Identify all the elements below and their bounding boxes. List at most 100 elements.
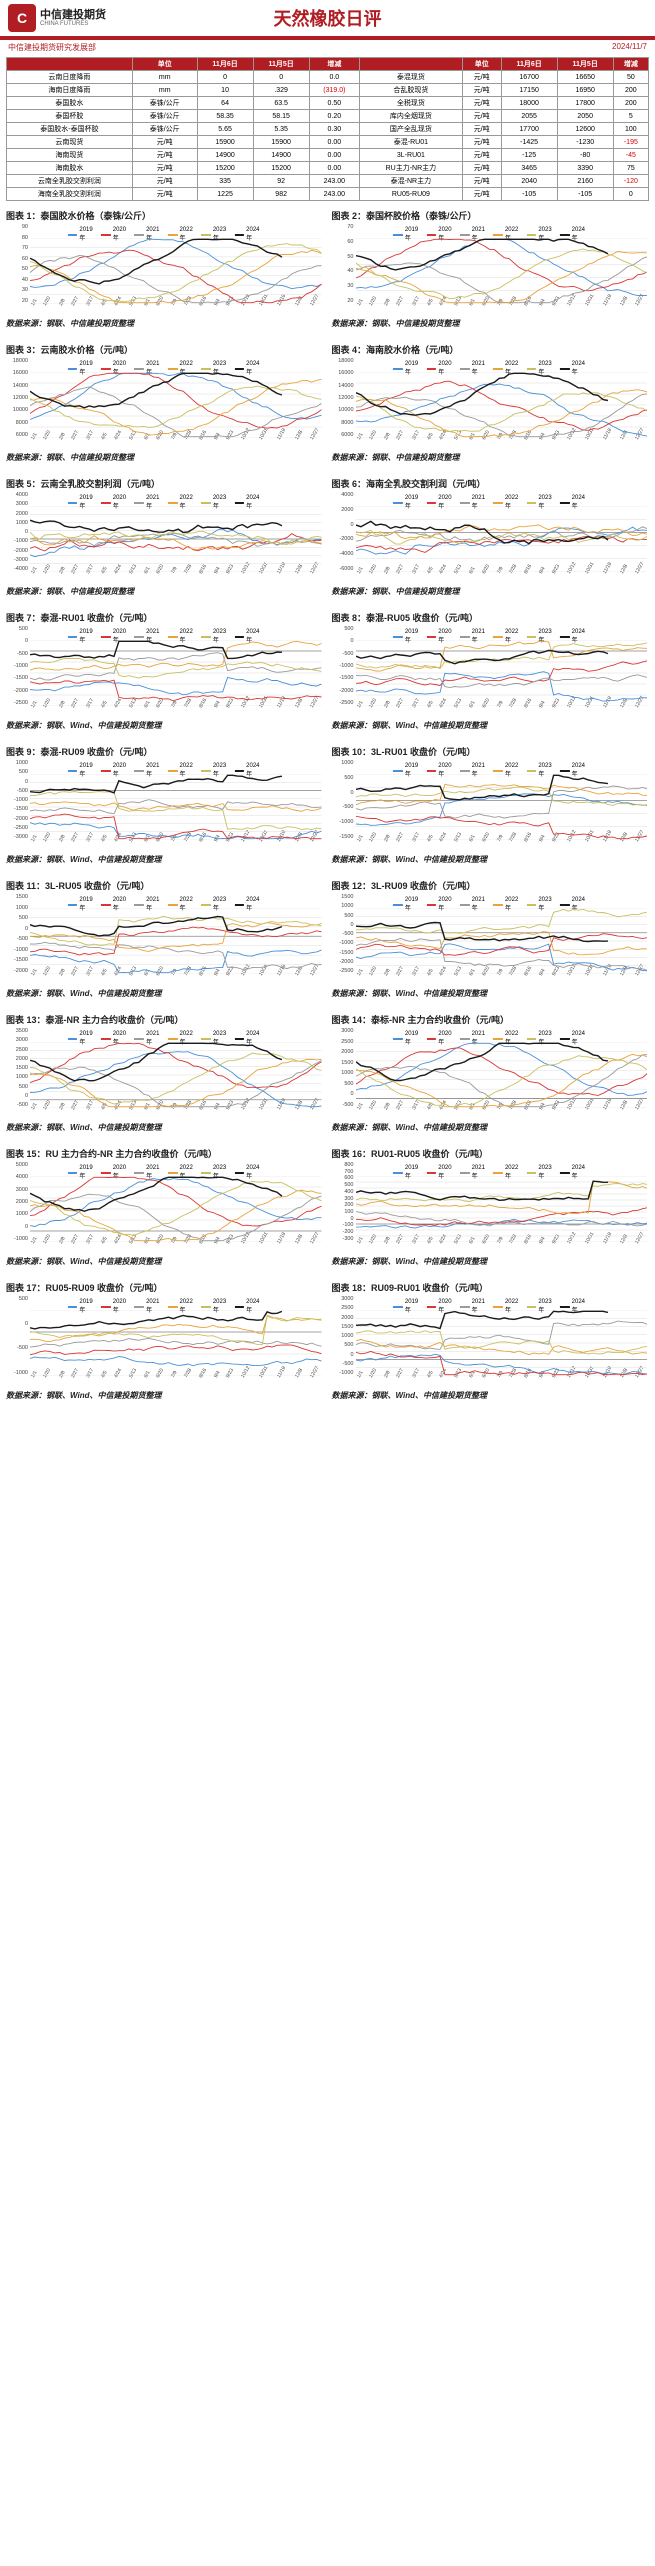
table-cell: .329 bbox=[253, 84, 309, 97]
plot-area bbox=[30, 1042, 322, 1108]
table-cell: 国产全乱现货 bbox=[359, 123, 462, 136]
chart-source: 数据来源：钢联、Wind、中信建投期货整理 bbox=[332, 852, 650, 871]
table-cell: 海南日度降雨 bbox=[7, 84, 133, 97]
x-axis-labels: 1/11/202/82/273/174/54/245/136/16/207/97… bbox=[30, 438, 322, 450]
legend-swatch bbox=[560, 1172, 570, 1174]
plot-area bbox=[356, 238, 648, 304]
legend-swatch bbox=[234, 1038, 244, 1040]
legend-swatch bbox=[393, 502, 403, 504]
chart-area: 2019年2020年2021年2022年2023年2024年1500100050… bbox=[332, 894, 650, 986]
chart-source: 数据来源：钢联、Wind、中信建投期货整理 bbox=[332, 1254, 650, 1273]
table-cell: 泰铢/公斤 bbox=[132, 110, 197, 123]
chart-area: 2019年2020年2021年2022年2023年2024年9080706050… bbox=[6, 224, 324, 316]
chart-area: 2019年2020年2021年2022年2023年2024年3000250020… bbox=[332, 1296, 650, 1388]
table-cell: 64 bbox=[197, 97, 253, 110]
table-cell: 18000 bbox=[501, 97, 557, 110]
legend-swatch bbox=[101, 636, 111, 638]
table-cell: 元/吨 bbox=[132, 162, 197, 175]
plot-area bbox=[356, 908, 648, 974]
chart-block: 图表 7：泰混-RU01 收盘价（元/吨）2019年2020年2021年2022… bbox=[6, 609, 324, 737]
table-cell: 泰国胶水-泰国杯胶 bbox=[7, 123, 133, 136]
legend-swatch bbox=[460, 368, 470, 370]
table-cell: 云南现货 bbox=[7, 136, 133, 149]
chart-block: 图表 18：RU09-RU01 收盘价（元/吨）2019年2020年2021年2… bbox=[332, 1279, 650, 1407]
legend-swatch bbox=[427, 502, 437, 504]
table-cell: 0.50 bbox=[309, 97, 359, 110]
x-axis-labels: 1/11/202/82/273/174/54/245/136/16/207/97… bbox=[356, 706, 648, 718]
legend-swatch bbox=[68, 636, 78, 638]
table-cell: -1425 bbox=[501, 136, 557, 149]
chart-title: 图表 2：泰国杯胶价格（泰铢/公斤） bbox=[332, 207, 650, 224]
chart-title: 图表 4：海南胶水价格（元/吨） bbox=[332, 341, 650, 358]
table-cell: 982 bbox=[253, 188, 309, 201]
plot-area bbox=[356, 1042, 648, 1108]
legend-swatch bbox=[168, 1306, 178, 1308]
chart-source: 数据来源：钢联、Wind、中信建投期货整理 bbox=[332, 718, 650, 737]
chart-block: 图表 1：泰国胶水价格（泰铢/公斤）2019年2020年2021年2022年20… bbox=[6, 207, 324, 335]
chart-block: 图表 14：泰标-NR 主力合约收盘价（元/吨）2019年2020年2021年2… bbox=[332, 1011, 650, 1139]
chart-area: 2019年2020年2021年2022年2023年2024年4000300020… bbox=[6, 492, 324, 584]
table-cell: (319.0) bbox=[309, 84, 359, 97]
chart-title: 图表 1：泰国胶水价格（泰铢/公斤） bbox=[6, 207, 324, 224]
table-cell: 16650 bbox=[557, 71, 613, 84]
legend-swatch bbox=[168, 770, 178, 772]
plot-area bbox=[30, 774, 322, 840]
table-row: 海南日度降雨mm10.329(319.0)合乱胶现货元/吨17150169502… bbox=[7, 84, 649, 97]
table-cell: 335 bbox=[197, 175, 253, 188]
plot-area bbox=[30, 238, 322, 304]
table-cell: 元/吨 bbox=[462, 97, 501, 110]
table-cell: 3390 bbox=[557, 162, 613, 175]
table-cell: RU05-RU09 bbox=[359, 188, 462, 201]
legend-swatch bbox=[493, 904, 503, 906]
y-axis-labels: 40003000200010000-1000-2000-3000-4000 bbox=[6, 492, 30, 572]
legend-swatch bbox=[168, 636, 178, 638]
table-cell: 243.00 bbox=[309, 188, 359, 201]
x-axis-labels: 1/11/202/82/273/174/54/245/136/16/207/97… bbox=[356, 438, 648, 450]
table-cell: 元/吨 bbox=[132, 188, 197, 201]
table-cell: 10 bbox=[197, 84, 253, 97]
chart-title: 图表 6：海南全乳胶交割利润（元/吨） bbox=[332, 475, 650, 492]
x-axis-labels: 1/11/202/82/273/174/54/245/136/16/207/97… bbox=[30, 572, 322, 584]
legend-swatch bbox=[427, 770, 437, 772]
table-cell: 海南全乳胶交割利润 bbox=[7, 188, 133, 201]
logo-en: CHINA FUTURES bbox=[40, 21, 106, 28]
table-header bbox=[7, 58, 133, 71]
table-cell: 泰混现货 bbox=[359, 71, 462, 84]
x-axis-labels: 1/11/202/82/273/174/54/245/136/16/207/97… bbox=[30, 304, 322, 316]
chart-block: 图表 11：3L-RU05 收盘价（元/吨）2019年2020年2021年202… bbox=[6, 877, 324, 1005]
table-cell: 元/吨 bbox=[132, 136, 197, 149]
table-header: 11月5日 bbox=[253, 58, 309, 71]
logo-icon: C bbox=[8, 4, 36, 32]
table-cell: 200 bbox=[613, 97, 648, 110]
logo-cn: 中信建投期货 bbox=[40, 9, 106, 21]
table-cell: -1230 bbox=[557, 136, 613, 149]
table-cell: 云南日度降雨 bbox=[7, 71, 133, 84]
legend-swatch bbox=[168, 1172, 178, 1174]
table-cell: -45 bbox=[613, 149, 648, 162]
legend-swatch bbox=[393, 770, 403, 772]
legend-swatch bbox=[134, 1172, 144, 1174]
legend-swatch bbox=[460, 636, 470, 638]
legend-swatch bbox=[168, 234, 178, 236]
table-cell: 0 bbox=[197, 71, 253, 84]
table-cell: 15200 bbox=[197, 162, 253, 175]
table-cell: 2040 bbox=[501, 175, 557, 188]
table-row: 云南全乳胶交割利润元/吨33592243.00泰混-NR主力元/吨2040216… bbox=[7, 175, 649, 188]
table-cell: 14900 bbox=[197, 149, 253, 162]
chart-block: 图表 4：海南胶水价格（元/吨）2019年2020年2021年2022年2023… bbox=[332, 341, 650, 469]
chart-area: 2019年2020年2021年2022年2023年2024年1800016000… bbox=[332, 358, 650, 450]
table-header: 11月5日 bbox=[557, 58, 613, 71]
table-cell: 元/吨 bbox=[132, 149, 197, 162]
table-cell: 2055 bbox=[501, 110, 557, 123]
chart-source: 数据来源：钢联、Wind、中信建投期货整理 bbox=[332, 986, 650, 1005]
date-label: 2024/11/7 bbox=[612, 42, 647, 53]
legend-swatch bbox=[234, 1306, 244, 1308]
chart-source: 数据来源：钢联、中信建投期货整理 bbox=[332, 450, 650, 469]
chart-source: 数据来源：钢联、Wind、中信建投期货整理 bbox=[6, 852, 324, 871]
chart-block: 图表 15：RU 主力合约-NR 主力合约收盘价（元/吨）2019年2020年2… bbox=[6, 1145, 324, 1273]
table-cell: 0 bbox=[253, 71, 309, 84]
logo: C 中信建投期货 CHINA FUTURES bbox=[8, 4, 106, 32]
legend-swatch bbox=[68, 502, 78, 504]
chart-source: 数据来源：钢联、Wind、中信建投期货整理 bbox=[6, 718, 324, 737]
table-cell: mm bbox=[132, 84, 197, 97]
